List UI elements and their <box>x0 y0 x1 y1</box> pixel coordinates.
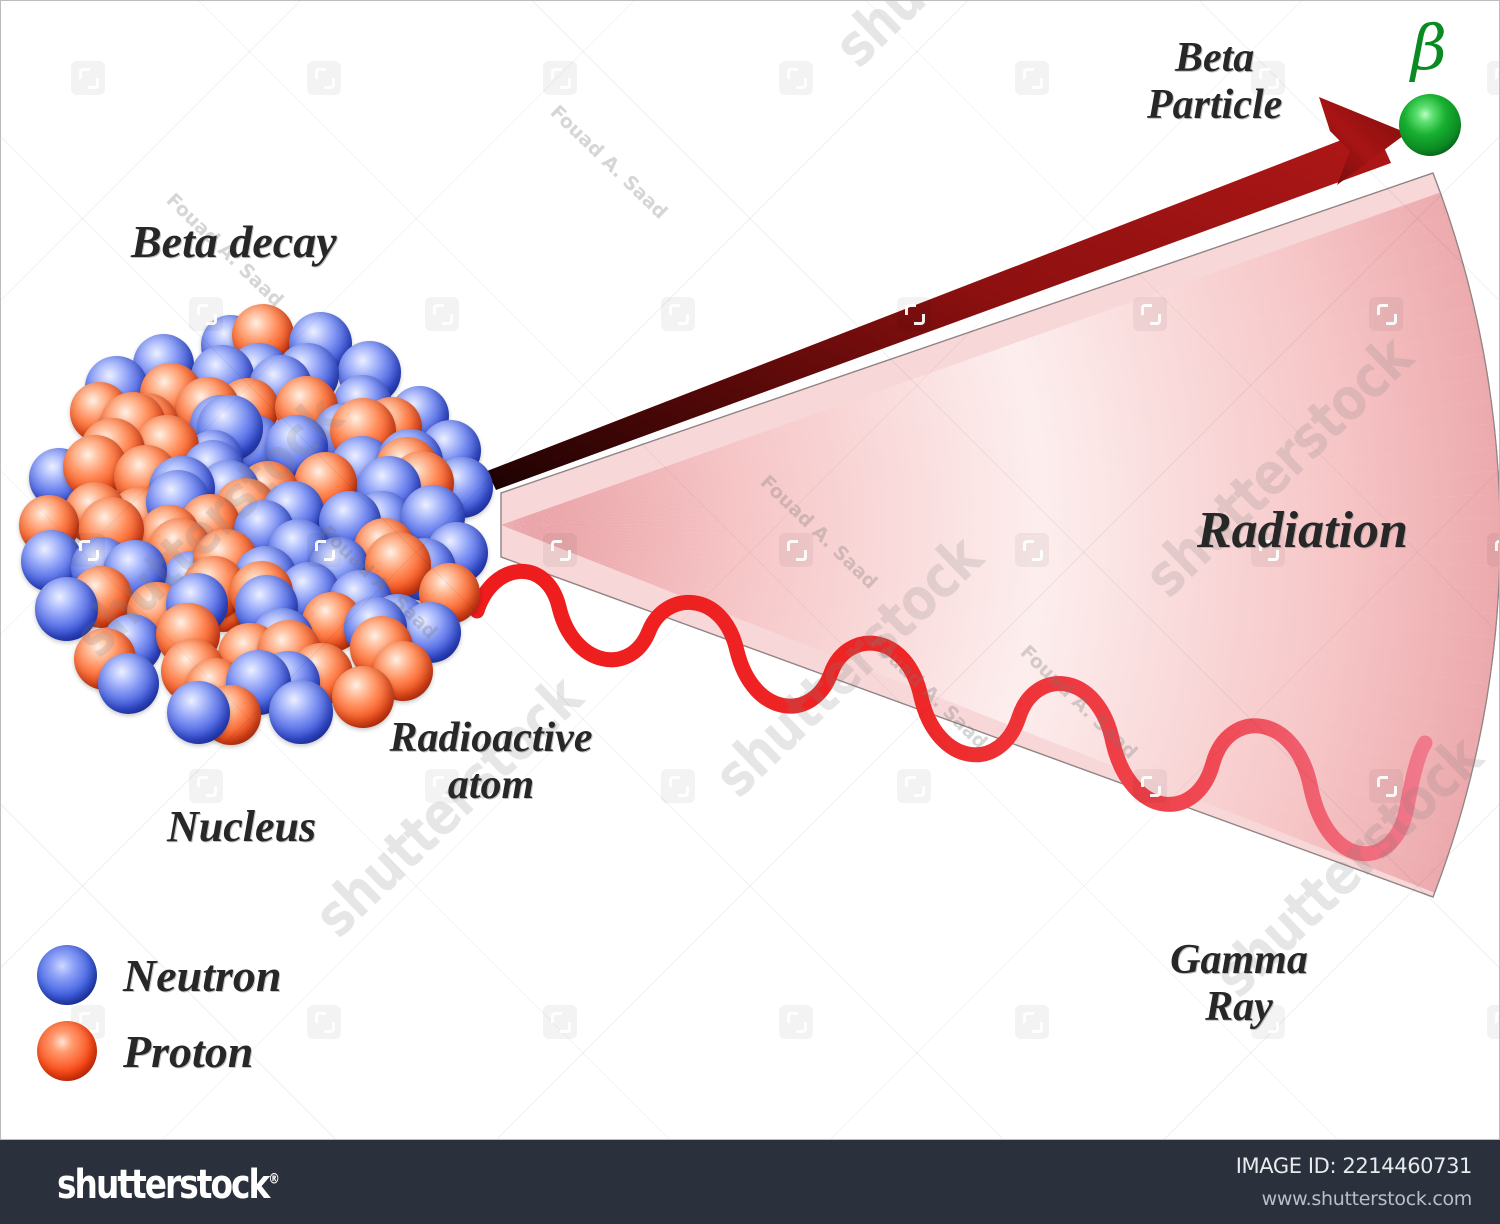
radiation-ridge <box>501 213 1499 525</box>
radiation-ridge <box>501 525 1499 749</box>
radiation-ridge <box>501 173 1499 525</box>
radiation-ridge <box>501 518 1499 544</box>
radiation-cone <box>500 172 1499 898</box>
legend-label-neutron: Neutron <box>123 949 282 1001</box>
radiation-ridge <box>501 525 1499 897</box>
radioactive-nucleus <box>1 1 521 746</box>
label-gamma-ray: Gamma Ray <box>1145 937 1333 1031</box>
legend-item-proton: Proton <box>19 1013 281 1089</box>
label-nucleus: Nucleus <box>167 802 317 851</box>
radiation-ridge <box>501 525 1499 723</box>
radiation-ridge <box>501 466 1499 525</box>
label-radioactive-atom: Radioactive atom <box>356 715 626 809</box>
radiation-ridge <box>501 263 1499 525</box>
radiation-ridge <box>501 525 1499 570</box>
radiation-ridge <box>501 525 1499 799</box>
radiation-ridge <box>501 525 1499 873</box>
label-beta-particle-line1: Beta <box>1174 35 1255 81</box>
proton-swatch-icon <box>37 1021 97 1081</box>
neutron-swatch-icon <box>37 945 97 1005</box>
label-radioactive-line2: atom <box>447 762 535 809</box>
radiation-ridge <box>501 525 1499 673</box>
radiation-ridge <box>501 313 1499 525</box>
beta-arrow <box>487 97 1407 490</box>
label-beta-decay: Beta decay <box>131 216 337 267</box>
beta-decay-illustration <box>469 94 1499 898</box>
proton-sphere <box>332 666 394 728</box>
radiation-ridge <box>501 492 1499 525</box>
beta-symbol: β <box>1411 11 1447 84</box>
neutron-sphere <box>166 680 231 745</box>
illustration-area: Fouad A. Saad Fouad A. Saad Fouad A. Saad F… <box>0 0 1500 1140</box>
label-radioactive-line1: Radioactive <box>389 715 593 761</box>
legend: Neutron Proton <box>19 937 281 1089</box>
radiation-ridges <box>501 173 1499 897</box>
radiation-ridge <box>501 525 1499 621</box>
radiation-ridge <box>501 364 1499 525</box>
registered-mark: ® <box>268 1171 280 1188</box>
gamma-ray-wave <box>469 564 1433 862</box>
radiation-ridge <box>501 525 1499 698</box>
label-gamma-line2: Ray <box>1205 984 1273 1031</box>
label-beta-particle-line2: Particle <box>1147 82 1283 129</box>
radiation-ridge <box>501 238 1499 525</box>
label-gamma-line1: Gamma <box>1170 937 1308 983</box>
radiation-ridge <box>501 525 1499 897</box>
image-id-text: IMAGE ID: 2214460731 <box>1235 1154 1473 1178</box>
legend-label-proton: Proton <box>123 1025 254 1077</box>
shutterstock-logo-text: shutterstock <box>57 1162 270 1208</box>
neutron-sphere <box>34 577 99 641</box>
radiation-ridge <box>501 440 1499 525</box>
radiation-ridge <box>501 389 1499 525</box>
neutron-sphere <box>98 652 160 714</box>
shutterstock-url: www.shutterstock.com <box>1261 1188 1473 1210</box>
label-beta-particle: Beta Particle <box>1147 35 1282 129</box>
label-radiation: Radiation <box>1197 502 1408 559</box>
radiation-ridge <box>501 338 1499 525</box>
neutron-sphere <box>269 680 333 744</box>
radiation-ridge <box>501 525 1499 647</box>
radiation-ridge <box>501 525 1499 848</box>
radiation-ridge <box>501 525 1499 774</box>
radiation-ridge <box>501 525 1499 824</box>
shutterstock-logo: shutterstock® <box>57 1162 280 1208</box>
legend-item-neutron: Neutron <box>19 937 281 1013</box>
radiation-ridge <box>501 188 1499 525</box>
shutterstock-footer: shutterstock® IMAGE ID: 2214460731 www.s… <box>0 1140 1500 1224</box>
beta-particle-sphere <box>1399 94 1461 156</box>
radiation-ridge <box>501 415 1499 525</box>
radiation-ridge <box>501 288 1499 525</box>
